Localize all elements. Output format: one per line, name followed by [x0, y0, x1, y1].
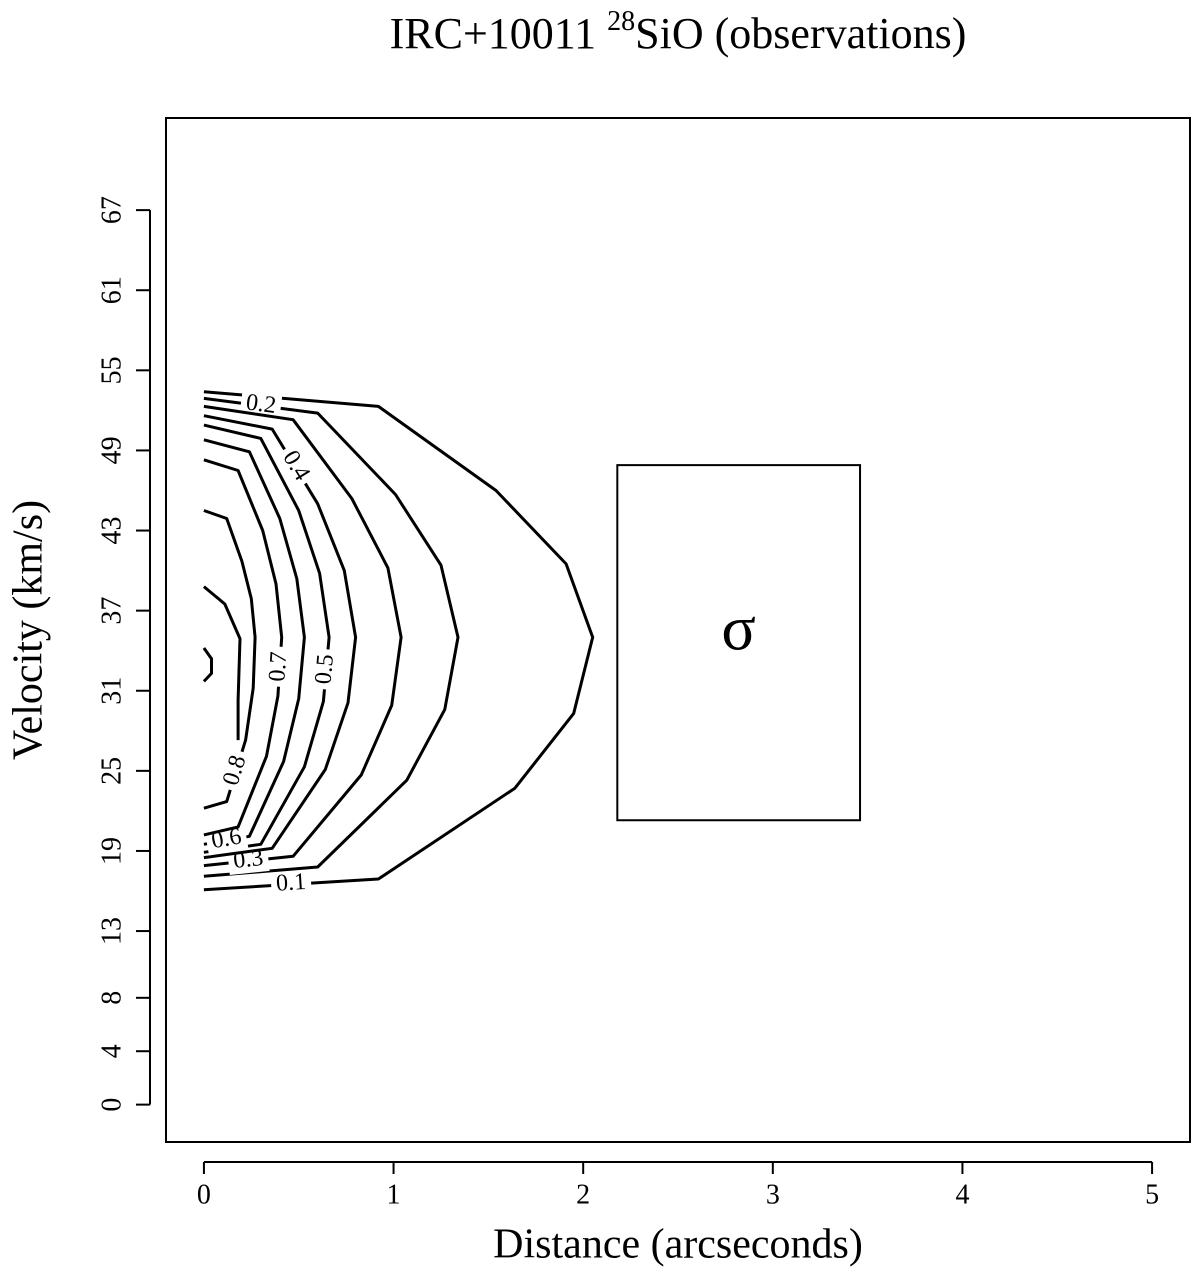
contour-line: [203, 414, 358, 860]
x-tick-label: 4: [955, 1179, 969, 1210]
title-name: IRC+10011: [390, 9, 608, 58]
x-tick-label: 1: [387, 1179, 401, 1210]
x-tick-label: 0: [197, 1179, 211, 1210]
contour-label-group: 0.4: [274, 443, 316, 490]
title-molecule: SiO (observations): [635, 9, 966, 58]
contour-label-bg: [312, 648, 340, 691]
y-tick-label: 37: [96, 597, 127, 625]
contour-line: [203, 390, 595, 892]
contour-line: [203, 438, 306, 846]
contour-line: [203, 396, 460, 878]
title-isotope: 28: [607, 6, 635, 37]
contour-line: [203, 423, 331, 854]
chart-title: IRC+10011 28SiO (observations): [390, 6, 967, 58]
contour-label-group: 0.5: [310, 648, 340, 691]
y-axis-label: Velocity (km/s): [6, 500, 52, 760]
x-axis-label: Distance (arcseconds): [493, 1222, 863, 1268]
x-tick-label: 3: [766, 1179, 780, 1210]
annotation-box: [616, 464, 862, 822]
contour-label-bg: [266, 645, 294, 688]
y-tick-label: 61: [96, 276, 127, 304]
y-tick-label: 55: [96, 356, 127, 384]
contour-label: 0.1: [275, 869, 307, 897]
y-tick-label: 49: [96, 436, 127, 464]
y-tick-label: 31: [96, 677, 127, 705]
y-tick-label: 13: [96, 917, 127, 945]
plot-frame: [165, 117, 1191, 1143]
annotation-text: σ: [721, 592, 756, 663]
contour-line: [202, 585, 242, 741]
y-tick-label: 19: [96, 837, 127, 865]
y-tick-label: 25: [96, 757, 127, 785]
y-tick-label: 4: [96, 1044, 127, 1058]
x-tick-label: 2: [576, 1179, 590, 1210]
contour-line: [203, 458, 284, 837]
y-tick-label: 8: [96, 991, 127, 1005]
contour-label-group: 0.7: [264, 645, 294, 688]
contour-line: [203, 404, 403, 868]
contour-label-bg: [270, 871, 312, 898]
contour-label-bg: [218, 748, 254, 794]
contour-label-group: 0.1: [270, 869, 312, 898]
contour-label: 0.7: [264, 651, 292, 683]
contour-label: 0.5: [310, 653, 339, 685]
contour-line: [202, 647, 213, 683]
y-tick-label: 0: [96, 1098, 127, 1112]
x-tick-label: 5: [1145, 1179, 1159, 1210]
contour-label-bg: [274, 443, 316, 490]
y-tick-label: 43: [96, 517, 127, 545]
contour-label-group: 0.8: [218, 748, 254, 794]
y-tick-label: 67: [96, 196, 127, 224]
